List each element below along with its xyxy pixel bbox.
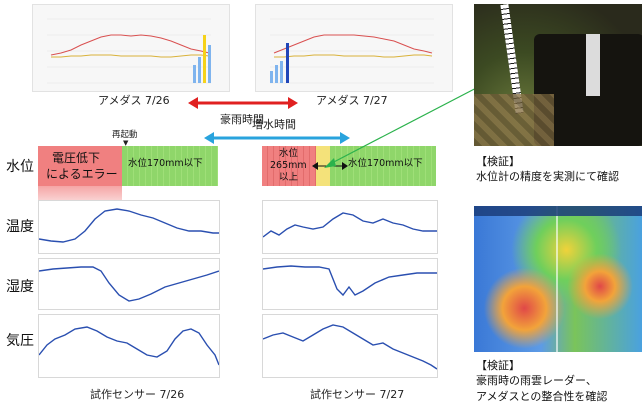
verify-top: 【検証】 水位計の精度を実測にて確認 <box>476 154 619 185</box>
amedas-right-caption: アメダス 7/27 <box>316 94 388 107</box>
sensor-left-caption: 試作センサー 7/26 <box>90 388 185 401</box>
verify-top-title: 【検証】 <box>476 155 520 168</box>
amedas-chart-left <box>32 4 230 92</box>
humidity-plot-left <box>38 266 220 302</box>
leaves <box>474 94 554 146</box>
water-high-text-3: 以上 <box>279 172 299 183</box>
restart-label: 再起動 <box>112 130 138 140</box>
row-label-humidity: 湿度 <box>6 279 34 295</box>
water-normal-text-left: 水位170mm以下 <box>128 158 203 169</box>
water-rise-label: 増水時間 <box>252 118 296 131</box>
water-error-text-2: によるエラー <box>46 167 118 181</box>
pressure-chart-left <box>38 314 220 378</box>
verify-top-text: 水位計の精度を実測にて確認 <box>476 170 619 184</box>
verify-bottom: 【検証】 豪雨時の雨雲レーダー、 アメダスとの整合性を確認 <box>476 358 607 404</box>
amedas-left-plot <box>47 18 211 84</box>
water-high-text-1: 水位 <box>279 148 299 159</box>
verify-link-arrow <box>324 83 485 168</box>
verify-bottom-text-2: アメダスとの整合性を確認 <box>476 389 608 403</box>
humidity-chart-right <box>262 258 438 310</box>
heavy-rain-label: 豪雨時間 <box>220 113 264 126</box>
water-high-segment: 水位 265mm 以上 <box>262 146 316 186</box>
humidity-chart-left <box>38 258 220 310</box>
water-error-text-1: 電圧低下 <box>52 151 101 165</box>
water-normal-text-right: 水位170mm以下 <box>348 158 423 169</box>
water-normal-segment-left: 水位170mm以下 <box>122 146 218 186</box>
verify-bottom-title: 【検証】 <box>476 359 520 372</box>
heavy-rain-arrow <box>188 97 298 109</box>
radar-divider <box>556 206 558 352</box>
pressure-plot-right <box>262 324 438 370</box>
water-rise-arrow <box>204 132 350 144</box>
humidity-plot-right <box>262 265 437 297</box>
radar-image <box>474 206 642 352</box>
sensor-right-caption: 試作センサー 7/27 <box>310 388 405 401</box>
water-high-text-2: 265mm <box>270 160 307 171</box>
pressure-chart-right <box>262 314 438 378</box>
amedas-right-plot <box>270 18 434 84</box>
gauge-photo <box>474 4 642 146</box>
water-bar-right: 水位 265mm 以上 水位170mm以下 <box>262 146 436 186</box>
row-label-temperature: 温度 <box>6 219 34 235</box>
temperature-chart-right <box>262 200 438 254</box>
water-error-segment: 電圧低下 によるエラー <box>38 146 122 186</box>
radar-header <box>474 206 642 216</box>
water-bar-left: 電圧低下 によるエラー 水位170mm以下 <box>38 146 218 186</box>
restart-marker: ▼ <box>123 139 129 147</box>
temperature-plot-right <box>262 212 437 238</box>
temperature-plot-left <box>38 208 219 243</box>
pressure-plot-left <box>38 326 220 366</box>
verify-bottom-text-1: 豪雨時の雨雲レーダー、 <box>476 374 597 388</box>
sensor-pipe <box>586 34 600 96</box>
amedas-chart-right <box>255 4 453 92</box>
row-label-water: 水位 <box>6 159 34 175</box>
row-label-pressure: 気圧 <box>6 333 34 349</box>
amedas-left-caption: アメダス 7/26 <box>98 94 170 107</box>
temperature-chart-left <box>38 200 220 254</box>
